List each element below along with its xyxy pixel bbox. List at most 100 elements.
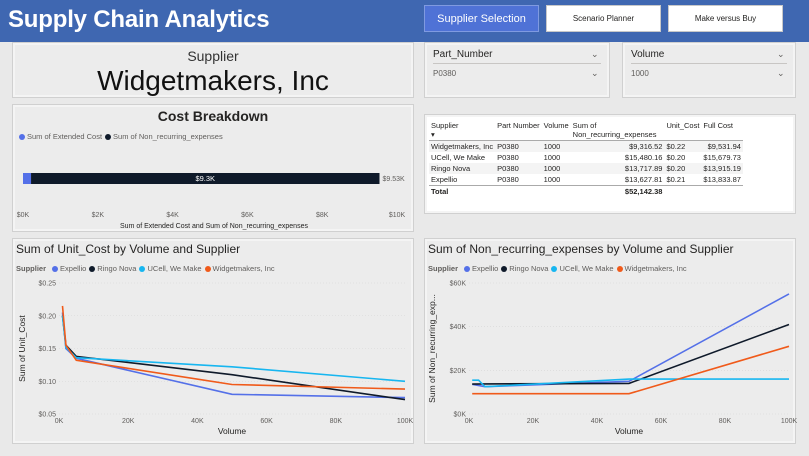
- x-tick-label: 20K: [527, 418, 540, 425]
- chevron-down-icon[interactable]: ⌄: [591, 49, 599, 59]
- supplier-card: Supplier Widgetmakers, Inc: [12, 42, 414, 98]
- table-cell: P0380: [497, 175, 519, 184]
- chevron-down-icon[interactable]: ⌄: [591, 68, 599, 78]
- part-number-slicer-label: Part_Number: [433, 49, 493, 60]
- x-tick-label: $10K: [389, 212, 406, 219]
- table-cell: Ringo Nova: [429, 163, 496, 174]
- table-cell: P0380: [495, 163, 542, 174]
- legend-item: Expellio: [60, 264, 87, 273]
- table-cell: 1000: [543, 175, 561, 184]
- nre-legend: Supplier Expellio Ringo Nova UCell, We M…: [428, 264, 687, 273]
- supplier-card-label: Supplier: [187, 48, 239, 64]
- table-row[interactable]: Ringo Nova P0380 1000 $13,717.89 $0.20 $…: [429, 163, 743, 174]
- chevron-down-icon[interactable]: ⌄: [777, 49, 785, 59]
- column-header-unit-cost[interactable]: Unit_Cost: [664, 120, 702, 141]
- table-cell: $13,627.81: [624, 175, 663, 184]
- legend-dot-icon: [105, 133, 112, 140]
- bar-data-label: $9.3K: [195, 174, 215, 183]
- y-tick-label: $20K: [450, 368, 467, 375]
- supplier-table: Supplier ▾ Part Number Volume Sum of Non_r…: [429, 120, 743, 197]
- legend-dot-icon: [501, 265, 508, 272]
- supplier-card-value: Widgetmakers, Inc: [97, 65, 329, 96]
- nav-make-versus-buy-button[interactable]: Make versus Buy: [668, 5, 783, 32]
- legend-item: Ringo Nova: [97, 264, 137, 273]
- x-tick-label: 80K: [330, 418, 343, 425]
- y-tick-label: $0.15: [38, 346, 56, 353]
- app-title: Supply Chain Analytics: [8, 6, 270, 33]
- table-row[interactable]: UCell, We Make P0380 1000 $15,480.16 $0.…: [429, 152, 743, 163]
- nre-line-chart: $0K $20K $40K $60K 0K 20K 40K 60K 80K 100K Volume S…: [427, 281, 797, 437]
- series-line-ucell-we-make: [472, 378, 789, 388]
- table-cell: Widgetmakers, Inc: [429, 140, 496, 152]
- table-cell: $0.20: [666, 153, 686, 162]
- y-tick-label: $60K: [450, 281, 467, 288]
- legend-dot-icon: [52, 265, 59, 272]
- bar-total-label: $9.53K: [382, 176, 405, 183]
- table-total-value: $52,142.38: [570, 185, 665, 197]
- app-header: Supply Chain Analytics Supplier Selectio…: [0, 0, 809, 42]
- legend-dot-icon: [464, 265, 471, 272]
- column-header-part-number[interactable]: Part Number: [495, 120, 542, 141]
- x-axis-label: Volume: [218, 426, 247, 436]
- x-tick-label: 80K: [719, 418, 732, 425]
- series-line-ringo-nova: [472, 323, 790, 385]
- table-cell: $13,833.87: [703, 175, 741, 184]
- legend-dot-icon: [204, 265, 211, 272]
- cost-breakdown-chart: $9.3K $9.53K $0K $2K $4K $6K $8K $10K Sum of …: [17, 173, 406, 230]
- cost-breakdown-card: Cost Breakdown Sum of Extended Cost Sum …: [12, 104, 414, 232]
- x-tick-label: $8K: [316, 212, 329, 219]
- unit-cost-chart-title: Sum of Unit_Cost by Volume and Supplier: [16, 242, 241, 256]
- x-tick-label: 40K: [591, 418, 604, 425]
- unit-cost-legend: Supplier Expellio Ringo Nova UCell, We M…: [16, 264, 275, 273]
- column-header-volume[interactable]: Volume: [541, 120, 571, 141]
- x-axis-label: Sum of Extended Cost and Sum of Non_recu…: [120, 223, 308, 230]
- x-tick-label: $0K: [17, 212, 30, 219]
- legend-item: Sum of Extended Cost: [27, 132, 103, 141]
- bar-extended-cost: [23, 173, 32, 184]
- x-tick-label: 100K: [781, 418, 797, 425]
- table-cell: P0380: [495, 140, 542, 152]
- column-header-supplier[interactable]: Supplier ▾: [429, 120, 496, 141]
- chevron-down-icon[interactable]: ⌄: [777, 68, 785, 78]
- y-tick-label: $0K: [454, 412, 467, 419]
- slicer-divider: [631, 63, 787, 64]
- nav-scenario-planner-button[interactable]: Scenario Planner: [546, 5, 661, 32]
- x-tick-label: 60K: [655, 418, 668, 425]
- y-tick-label: $0.20: [38, 313, 56, 320]
- volume-slicer[interactable]: Volume ⌄ 1000 ⌄: [622, 42, 796, 98]
- column-header-non-recurring[interactable]: Sum of Non_recurring_expenses: [570, 120, 665, 141]
- table-cell: UCell, We Make: [431, 153, 486, 162]
- legend-title: Supplier: [428, 264, 459, 273]
- table-total-row: Total $52,142.38: [429, 185, 743, 197]
- legend-dot-icon: [89, 265, 96, 272]
- part-number-slicer[interactable]: Part_Number ⌄ P0380 ⌄: [424, 42, 610, 98]
- nre-chart-title: Sum of Non_recurring_expenses by Volume …: [428, 242, 734, 256]
- table-cell: 1000: [543, 153, 561, 162]
- y-axis-label: Sum of Unit_Cost: [17, 315, 27, 382]
- table-cell: $13,915.19: [701, 163, 743, 174]
- nav-supplier-selection-button[interactable]: Supplier Selection: [424, 5, 539, 32]
- x-tick-label: 0K: [465, 418, 474, 425]
- table-cell: 1000: [541, 163, 571, 174]
- legend-item: Ringo Nova: [509, 264, 549, 273]
- part-number-slicer-value[interactable]: P0380: [433, 69, 457, 78]
- x-tick-label: 100K: [397, 418, 414, 425]
- table-row[interactable]: Expellio P0380 1000 $13,627.81 $0.21 $13…: [429, 174, 743, 186]
- x-tick-label: 40K: [191, 418, 204, 425]
- x-tick-label: $6K: [241, 212, 254, 219]
- legend-item: Widgetmakers, Inc: [212, 264, 275, 273]
- table-cell: P0380: [497, 153, 519, 162]
- table-cell: $0.20: [664, 163, 702, 174]
- series-line-expellio: [472, 293, 790, 388]
- column-header-full-cost[interactable]: Full Cost: [701, 120, 743, 141]
- unit-cost-line-chart: $0.05 $0.10 $0.15 $0.20 $0.25 0K 20K 40K 60K 80K 1…: [17, 281, 414, 437]
- table-row[interactable]: Widgetmakers, Inc P0380 1000 $9,316.52 $…: [429, 140, 743, 152]
- volume-slicer-value[interactable]: 1000: [631, 69, 649, 78]
- table-cell: $13,717.89: [570, 163, 665, 174]
- x-tick-label: 0K: [55, 418, 64, 425]
- cost-breakdown-legend: Sum of Extended Cost Sum of Non_recurrin…: [16, 132, 223, 141]
- x-tick-label: 20K: [122, 418, 135, 425]
- legend-item: Widgetmakers, Inc: [624, 264, 687, 273]
- series-line-widgetmakers-inc: [472, 345, 790, 395]
- slicer-divider: [433, 63, 601, 64]
